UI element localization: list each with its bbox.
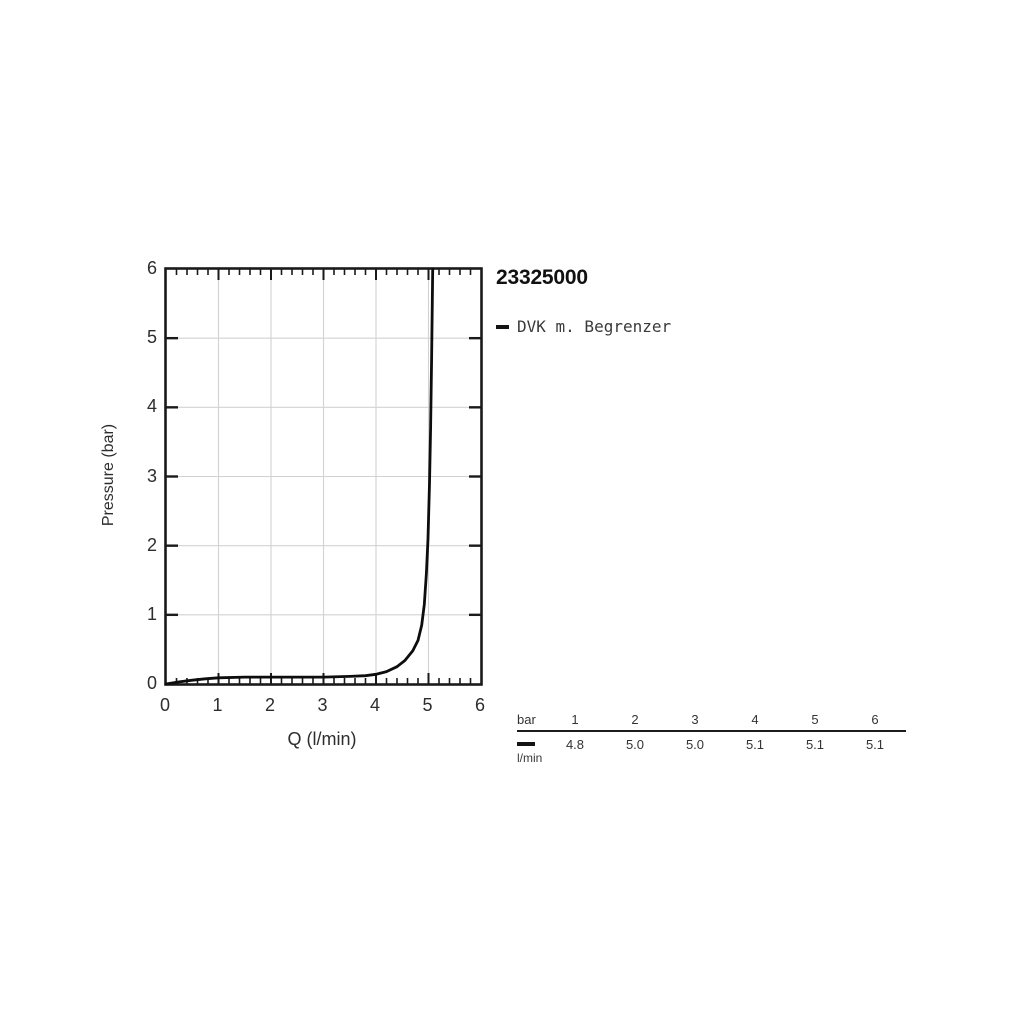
table-header-row: bar 1 2 3 4 5 6: [517, 712, 906, 732]
series-curve: [164, 267, 435, 686]
y-tick-label: 6: [146, 258, 157, 278]
x-tick-label: 4: [369, 695, 380, 715]
series-line-sample: [517, 742, 535, 746]
flow-rate-table: bar 1 2 3 4 5 6 l/min 4.8 5.0 5.0 5.1 5.1 5.1: [517, 712, 906, 765]
table-value-cell: 4.8: [565, 737, 585, 752]
table-value-cell: 5.1: [805, 737, 825, 752]
product-number-title: 23325000: [496, 266, 588, 289]
table-header-cell: 5: [811, 712, 819, 727]
x-tick-label: 2: [264, 695, 275, 715]
table-row-label: l/min: [517, 737, 545, 765]
y-tick-label: 3: [146, 465, 157, 486]
table-header-cell: 4: [751, 712, 759, 727]
plot-area: [164, 267, 483, 686]
table-value-cell: 5.1: [865, 737, 885, 752]
y-tick-label: 5: [146, 327, 157, 348]
table-header-cell: 1: [571, 712, 579, 727]
legend-label: DVK m. Begrenzer: [517, 317, 672, 336]
table-value-cell: 5.0: [625, 737, 645, 752]
x-tick-label: 5: [422, 695, 433, 715]
y-tick-label: 0: [146, 673, 157, 693]
legend-line-swatch: [496, 325, 509, 329]
table-value-cell: 5.1: [745, 737, 765, 752]
y-tick-label: 4: [146, 396, 157, 417]
table-header-cell: 3: [691, 712, 699, 727]
legend: DVK m. Begrenzer: [496, 317, 671, 336]
y-tick-label: 1: [146, 603, 157, 624]
x-tick-label: 0: [159, 695, 170, 715]
x-tick-label: 3: [317, 695, 328, 715]
x-tick-label: 1: [212, 695, 223, 715]
x-axis-title: Q (l/min): [287, 729, 357, 749]
table-unit-lmin: l/min: [517, 750, 543, 765]
x-tick-label: 6: [474, 695, 485, 715]
table-value-cell: 5.0: [685, 737, 705, 752]
table-header-cell: 6: [871, 712, 879, 727]
table-header-cell: 2: [631, 712, 639, 727]
y-tick-label: 2: [146, 534, 157, 555]
table-unit-bar: bar: [517, 712, 536, 727]
table-value-row: l/min 4.8 5.0 5.0 5.1 5.1 5.1: [517, 732, 906, 765]
